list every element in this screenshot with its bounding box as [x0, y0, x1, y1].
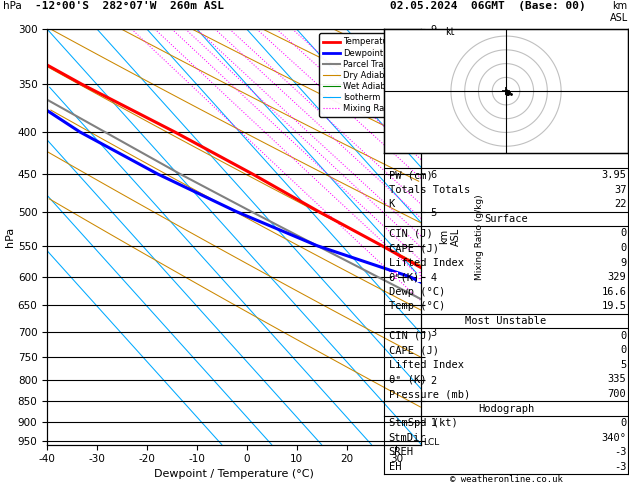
Text: Temp (°C): Temp (°C) [389, 301, 445, 312]
Text: 22: 22 [614, 199, 626, 209]
Text: Dewp (°C): Dewp (°C) [389, 287, 445, 297]
Text: Lifted Index: Lifted Index [389, 360, 464, 370]
Text: 329: 329 [608, 272, 626, 282]
Text: SREH: SREH [389, 448, 414, 457]
Text: 0: 0 [620, 418, 626, 428]
Text: 0: 0 [620, 345, 626, 355]
Text: hPa: hPa [3, 1, 22, 11]
Legend: Temperature, Dewpoint, Parcel Trajectory, Dry Adiabat, Wet Adiabat, Isotherm, Mi: Temperature, Dewpoint, Parcel Trajectory… [320, 34, 417, 117]
Text: LCL: LCL [423, 438, 439, 447]
Text: CIN (J): CIN (J) [389, 228, 433, 239]
Text: 2: 2 [392, 272, 398, 281]
Text: Surface: Surface [484, 214, 528, 224]
Text: 02.05.2024  06GMT  (Base: 00): 02.05.2024 06GMT (Base: 00) [390, 1, 586, 11]
Text: 340°: 340° [601, 433, 626, 443]
Text: 335: 335 [608, 374, 626, 384]
Text: 5: 5 [620, 360, 626, 370]
Text: 16.6: 16.6 [601, 287, 626, 297]
Text: 0: 0 [620, 228, 626, 239]
Text: θᵉ(K): θᵉ(K) [389, 272, 420, 282]
Text: -3: -3 [614, 462, 626, 472]
Text: 0: 0 [620, 330, 626, 341]
Text: Mixing Ratio (g/kg): Mixing Ratio (g/kg) [475, 194, 484, 280]
Text: 700: 700 [608, 389, 626, 399]
Text: PW (cm): PW (cm) [389, 170, 433, 180]
Text: Hodograph: Hodograph [478, 404, 534, 414]
Text: CIN (J): CIN (J) [389, 330, 433, 341]
Text: EH: EH [389, 462, 401, 472]
Text: kt: kt [445, 27, 455, 36]
Text: 0: 0 [620, 243, 626, 253]
Text: CAPE (J): CAPE (J) [389, 243, 438, 253]
Y-axis label: hPa: hPa [5, 227, 15, 247]
Text: 3.95: 3.95 [601, 170, 626, 180]
Text: 3: 3 [418, 272, 423, 281]
Text: 19.5: 19.5 [601, 301, 626, 312]
Text: Most Unstable: Most Unstable [465, 316, 547, 326]
Text: -3: -3 [614, 448, 626, 457]
Text: K: K [389, 199, 395, 209]
Text: -12°00'S  282°07'W  260m ASL: -12°00'S 282°07'W 260m ASL [35, 1, 223, 11]
Text: 9: 9 [620, 258, 626, 268]
Text: Totals Totals: Totals Totals [389, 185, 470, 194]
Text: Lifted Index: Lifted Index [389, 258, 464, 268]
Text: km
ASL: km ASL [610, 1, 628, 22]
Text: 37: 37 [614, 185, 626, 194]
Text: StmSpd (kt): StmSpd (kt) [389, 418, 457, 428]
Y-axis label: km
ASL: km ASL [440, 228, 461, 246]
Text: StmDir: StmDir [389, 433, 426, 443]
Text: Pressure (mb): Pressure (mb) [389, 389, 470, 399]
X-axis label: Dewpoint / Temperature (°C): Dewpoint / Temperature (°C) [154, 469, 314, 479]
Text: CAPE (J): CAPE (J) [389, 345, 438, 355]
Text: θᵉ (K): θᵉ (K) [389, 374, 426, 384]
Text: © weatheronline.co.uk: © weatheronline.co.uk [450, 475, 562, 484]
